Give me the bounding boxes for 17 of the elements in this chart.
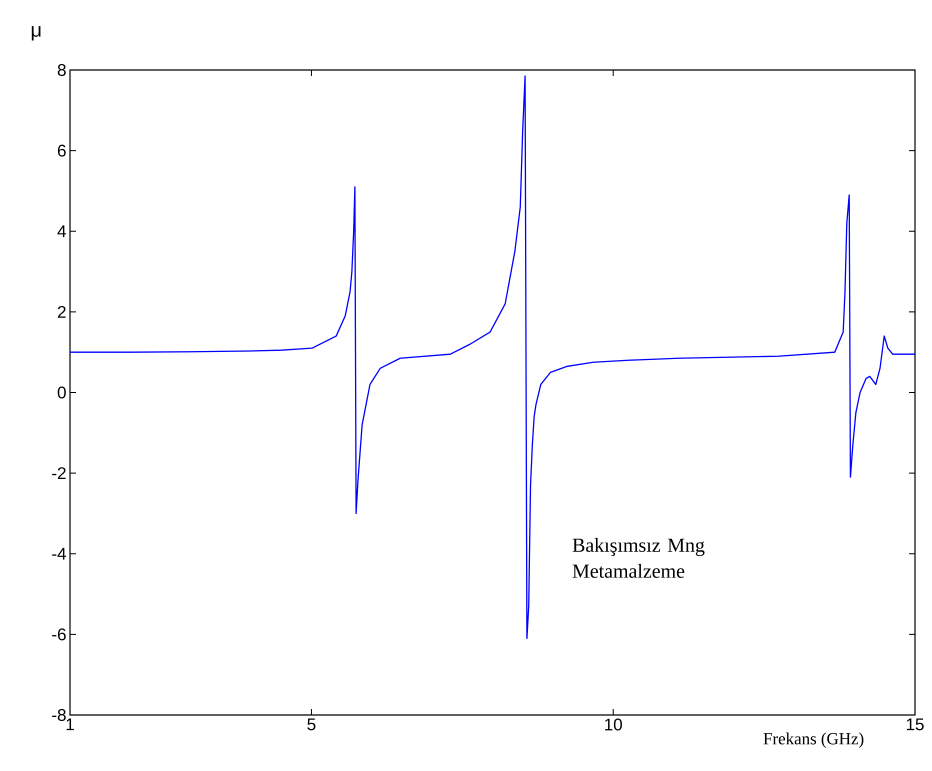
x-tick-label: 10 (605, 718, 622, 731)
y-tick-label: -8 (52, 709, 66, 721)
y-tick-label: -2 (52, 467, 66, 480)
y-tick-label: -4 (52, 548, 66, 560)
x-axis-title: Frekans (GHz) (764, 732, 864, 748)
y-tick-label: 4 (57, 225, 66, 238)
annotation: Bakışımsız Mng Metamalzeme (572, 538, 705, 578)
x-tick-label: 5 (307, 718, 316, 730)
line-series (69, 75, 916, 640)
y-tick-label: -6 (52, 628, 66, 640)
y-tick-label: 0 (58, 386, 66, 398)
y-tick-label: 6 (58, 144, 66, 157)
x-tick-label: 15 (906, 718, 924, 730)
y-tick-label: 8 (58, 64, 66, 76)
x-tick-label: 1 (66, 718, 74, 730)
y-axis-title: μ (32, 26, 40, 40)
y-tick-label: 2 (58, 306, 66, 318)
